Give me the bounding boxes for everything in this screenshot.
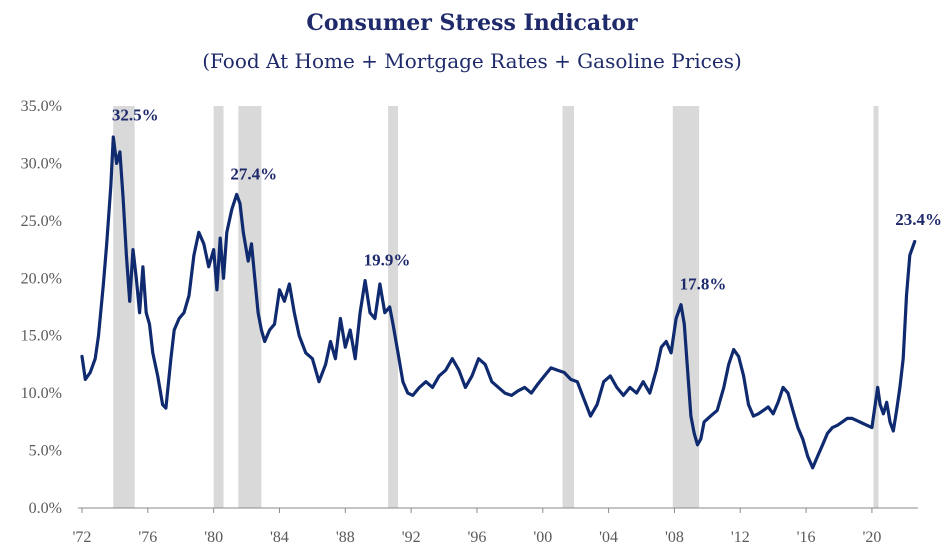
recession-band <box>873 106 879 508</box>
x-tick-label: '12 <box>731 529 750 546</box>
chart-title: Consumer Stress Indicator <box>306 10 638 36</box>
chart-subtitle: (Food At Home + Mortgage Rates + Gasolin… <box>202 49 742 73</box>
y-tick-label: 10.0% <box>21 385 62 402</box>
x-axis-ticks: '72 '76 '80 '84 '88 '92 '96 '00 '04 '08 '12 '16 '20 <box>73 508 881 546</box>
peak-label: 23.4% <box>895 210 942 229</box>
y-tick-label: 35.0% <box>21 98 62 115</box>
y-tick-label: 20.0% <box>21 270 62 287</box>
x-tick-label: '96 <box>468 529 487 546</box>
x-tick-label: '04 <box>599 529 618 546</box>
peak-label: 17.8% <box>680 275 727 294</box>
peak-annotations: 32.5% 27.4% 19.9% 17.8% 23.4% <box>112 106 942 294</box>
x-tick-label: '84 <box>270 529 289 546</box>
x-tick-label: '92 <box>402 529 421 546</box>
recession-band <box>213 106 224 508</box>
x-tick-label: '76 <box>138 529 157 546</box>
recession-band <box>113 106 135 508</box>
x-tick-label: '20 <box>862 529 881 546</box>
recession-band <box>672 106 700 508</box>
x-tick-label: '88 <box>336 529 355 546</box>
recession-band <box>388 106 398 508</box>
x-tick-label: '08 <box>665 529 684 546</box>
recession-bands <box>113 106 879 508</box>
y-tick-label: 0.0% <box>29 500 62 517</box>
y-tick-label: 15.0% <box>21 328 62 345</box>
x-tick-label: '72 <box>73 529 92 546</box>
x-tick-label: '80 <box>204 529 223 546</box>
y-axis-ticks: 0.0% 5.0% 10.0% 15.0% 20.0% 25.0% 30.0% 35.0% <box>21 98 62 517</box>
y-tick-label: 30.0% <box>21 155 62 172</box>
recession-band <box>562 106 575 508</box>
peak-label: 27.4% <box>230 164 277 183</box>
stress-indicator-line <box>80 135 917 470</box>
y-tick-label: 25.0% <box>21 213 62 230</box>
peak-label: 19.9% <box>364 250 411 269</box>
x-tick-label: '00 <box>533 529 552 546</box>
x-tick-label: '16 <box>797 529 816 546</box>
y-tick-label: 5.0% <box>29 443 62 460</box>
peak-label: 32.5% <box>112 106 159 125</box>
recession-band <box>238 106 262 508</box>
